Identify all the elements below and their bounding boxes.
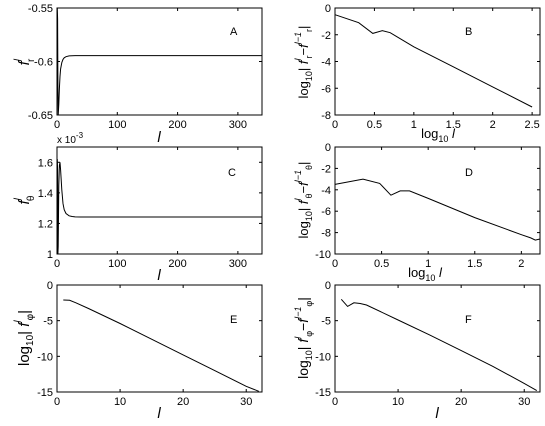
panel-b-series-line [334,14,533,108]
panel-a-ytick-label: -0.55 [28,3,53,15]
panel-d-ytick-label: 0 [325,142,331,154]
panel-d-ylabel: log10| flθ−fl−1θ| [293,162,314,239]
panel-d-ytick-label: -2 [321,163,331,175]
panel-f-plot: 0 10 20 30 -15 -10 -5 0 [315,280,540,408]
panel-a-xtick-label: 200 [168,119,186,131]
panel-f: 0 10 20 30 -15 -10 -5 0 F l log10| flφ−fl−1φ| [293,280,541,422]
panel-c-ytick-label: 1.2 [38,218,53,230]
panel-c-xtick-label: 200 [168,258,186,270]
panel-a-xtick-label: 0 [54,119,60,131]
panel-a: 0 100 200 300 -0.65 -0.6 -0.55 A l fl r [13,3,263,146]
panel-c-multiplier: x 10-3 [57,131,84,146]
panel-d-xtick-label: 1 [425,258,431,270]
panel-e-xtick-label: 20 [177,396,189,408]
panel-e-ytick-label: -5 [43,316,53,328]
panel-c-frame [56,146,263,255]
panel-a-letter: A [230,26,238,38]
panel-f-xtick-label: 30 [518,396,530,408]
panel-d-ytick-label: -10 [315,249,331,261]
panel-c-ylabel: fl θ [13,195,37,204]
panel-d-xtick-label: 1.5 [467,258,482,270]
panel-c-xtick-label: 300 [229,258,247,270]
panel-b-xtick-label: 2 [490,119,496,131]
panel-e-xlabel: l [157,405,161,422]
panel-b-ytick-label: -6 [321,83,331,95]
panel-d-plot: 0 0.5 1 1.5 2 -10 -8 -6 -4 -2 0 [315,142,541,270]
panel-e-ytick-label: 0 [47,280,53,292]
panel-e-plot: 0 10 20 30 -15 -10 -5 0 [37,280,262,408]
panel-b-xtick-label: 0.5 [367,119,382,131]
panel-b-xtick-label: 1 [411,119,417,131]
panel-f-xtick-label: 20 [455,396,467,408]
panel-f-series-line [340,298,538,392]
panel-c-ytick-label: 1.4 [38,188,53,200]
panel-f-xlabel: l [435,405,439,422]
panel-b-xlabel: log10 l [421,126,456,144]
panel-f-letter: F [465,314,472,326]
panel-a-xtick-label: 100 [108,119,126,131]
panel-a-ytick-label: -0.6 [34,57,53,69]
panel-f-ytick-label: 0 [325,280,331,292]
panel-b-frame [334,7,541,116]
panel-d-letter: D [465,167,473,179]
panel-f-ytick-label: -5 [321,316,331,328]
panel-c-series-line [56,159,262,255]
panel-d-ytick-label: -4 [321,185,331,197]
panel-e-series-line [63,299,259,392]
panel-a-ylabel: fl r [13,58,37,65]
panel-b-ytick-label: -2 [321,30,331,42]
panel-a-xtick-label: 300 [229,119,247,131]
panel-a-ytick-label: -0.65 [28,110,53,122]
panel-c-xtick-label: 100 [108,258,126,270]
panel-e-frame [56,284,263,393]
panel-a-plot: 0 100 200 300 -0.65 -0.6 -0.55 [28,3,262,131]
panel-d-ytick-label: -6 [321,206,331,218]
panel-b: 0 0.5 1 1.5 2 2.5 -8 -6 -4 -2 0 B log10 l log10| f… [293,3,541,144]
panel-b-xtick-label: 2.5 [524,119,539,131]
panel-b-letter: B [465,26,472,38]
panel-a-series-line [56,7,262,116]
panel-c-letter: C [228,167,236,179]
panel-f-ylabel: log10| flφ−fl−1φ| [293,297,314,379]
panel-d: 0 0.5 1 1.5 2-10-8-6-4-20 D log10 l log10| f… [293,142,541,283]
panel-b-xtick-label: 0 [332,119,338,131]
panel-c: 0 100 200 300 1 1.2 1.4 1.6 C x 10-3 l fl θ [13,131,263,284]
panel-e-xtick-label: 0 [54,396,60,408]
panel-b-ytick-label: 0 [325,3,331,15]
panel-e: 0 10 20 30 -15 -10 -5 0 E l log10| flφ| [13,280,263,422]
panel-b-ylabel: log10| flr−fl−1r| [293,26,314,99]
panel-e-ytick-label: -15 [37,387,53,399]
panel-f-frame [334,284,541,393]
panel-a-frame [56,7,263,116]
panel-e-xtick-label: 30 [240,396,252,408]
panel-f-ytick-label: -15 [315,387,331,399]
panel-d-xtick-label: 0.5 [374,258,389,270]
panel-e-ylabel: log10| flφ| [13,310,36,366]
panel-f-ytick-label: -10 [315,351,331,363]
panel-b-xtick-label: 1.5 [446,119,461,131]
panel-e-xtick-label: 10 [114,396,126,408]
panel-d-ytick-label: -8 [321,228,331,240]
panel-d-xtick-label: 0 [332,258,338,270]
panel-b-ytick-label: -8 [321,110,331,122]
panel-c-plot: 0 100 200 300 1 1.2 1.4 1.6 [38,147,262,270]
panel-b-ytick-label: -4 [321,57,331,69]
panel-a-xlabel: l [157,129,161,146]
panel-e-letter: E [230,314,237,326]
panel-c-ytick-label: 1.6 [38,157,53,169]
panel-d-frame [334,146,541,255]
panel-f-xtick-label: 10 [392,396,404,408]
panel-c-xlabel: l [157,267,161,284]
panel-f-xtick-label: 0 [332,396,338,408]
panel-d-series-line [334,178,541,241]
panel-c-xtick-label: 0 [54,258,60,270]
panel-e-ytick-label: -10 [37,351,53,363]
panel-b-plot: 0 0.5 1 1.5 2 2.5 -8 -6 -4 -2 0 [321,3,540,131]
panel-c-ytick-label: 1 [47,249,53,261]
panel-d-xtick-label: 2 [518,258,524,270]
